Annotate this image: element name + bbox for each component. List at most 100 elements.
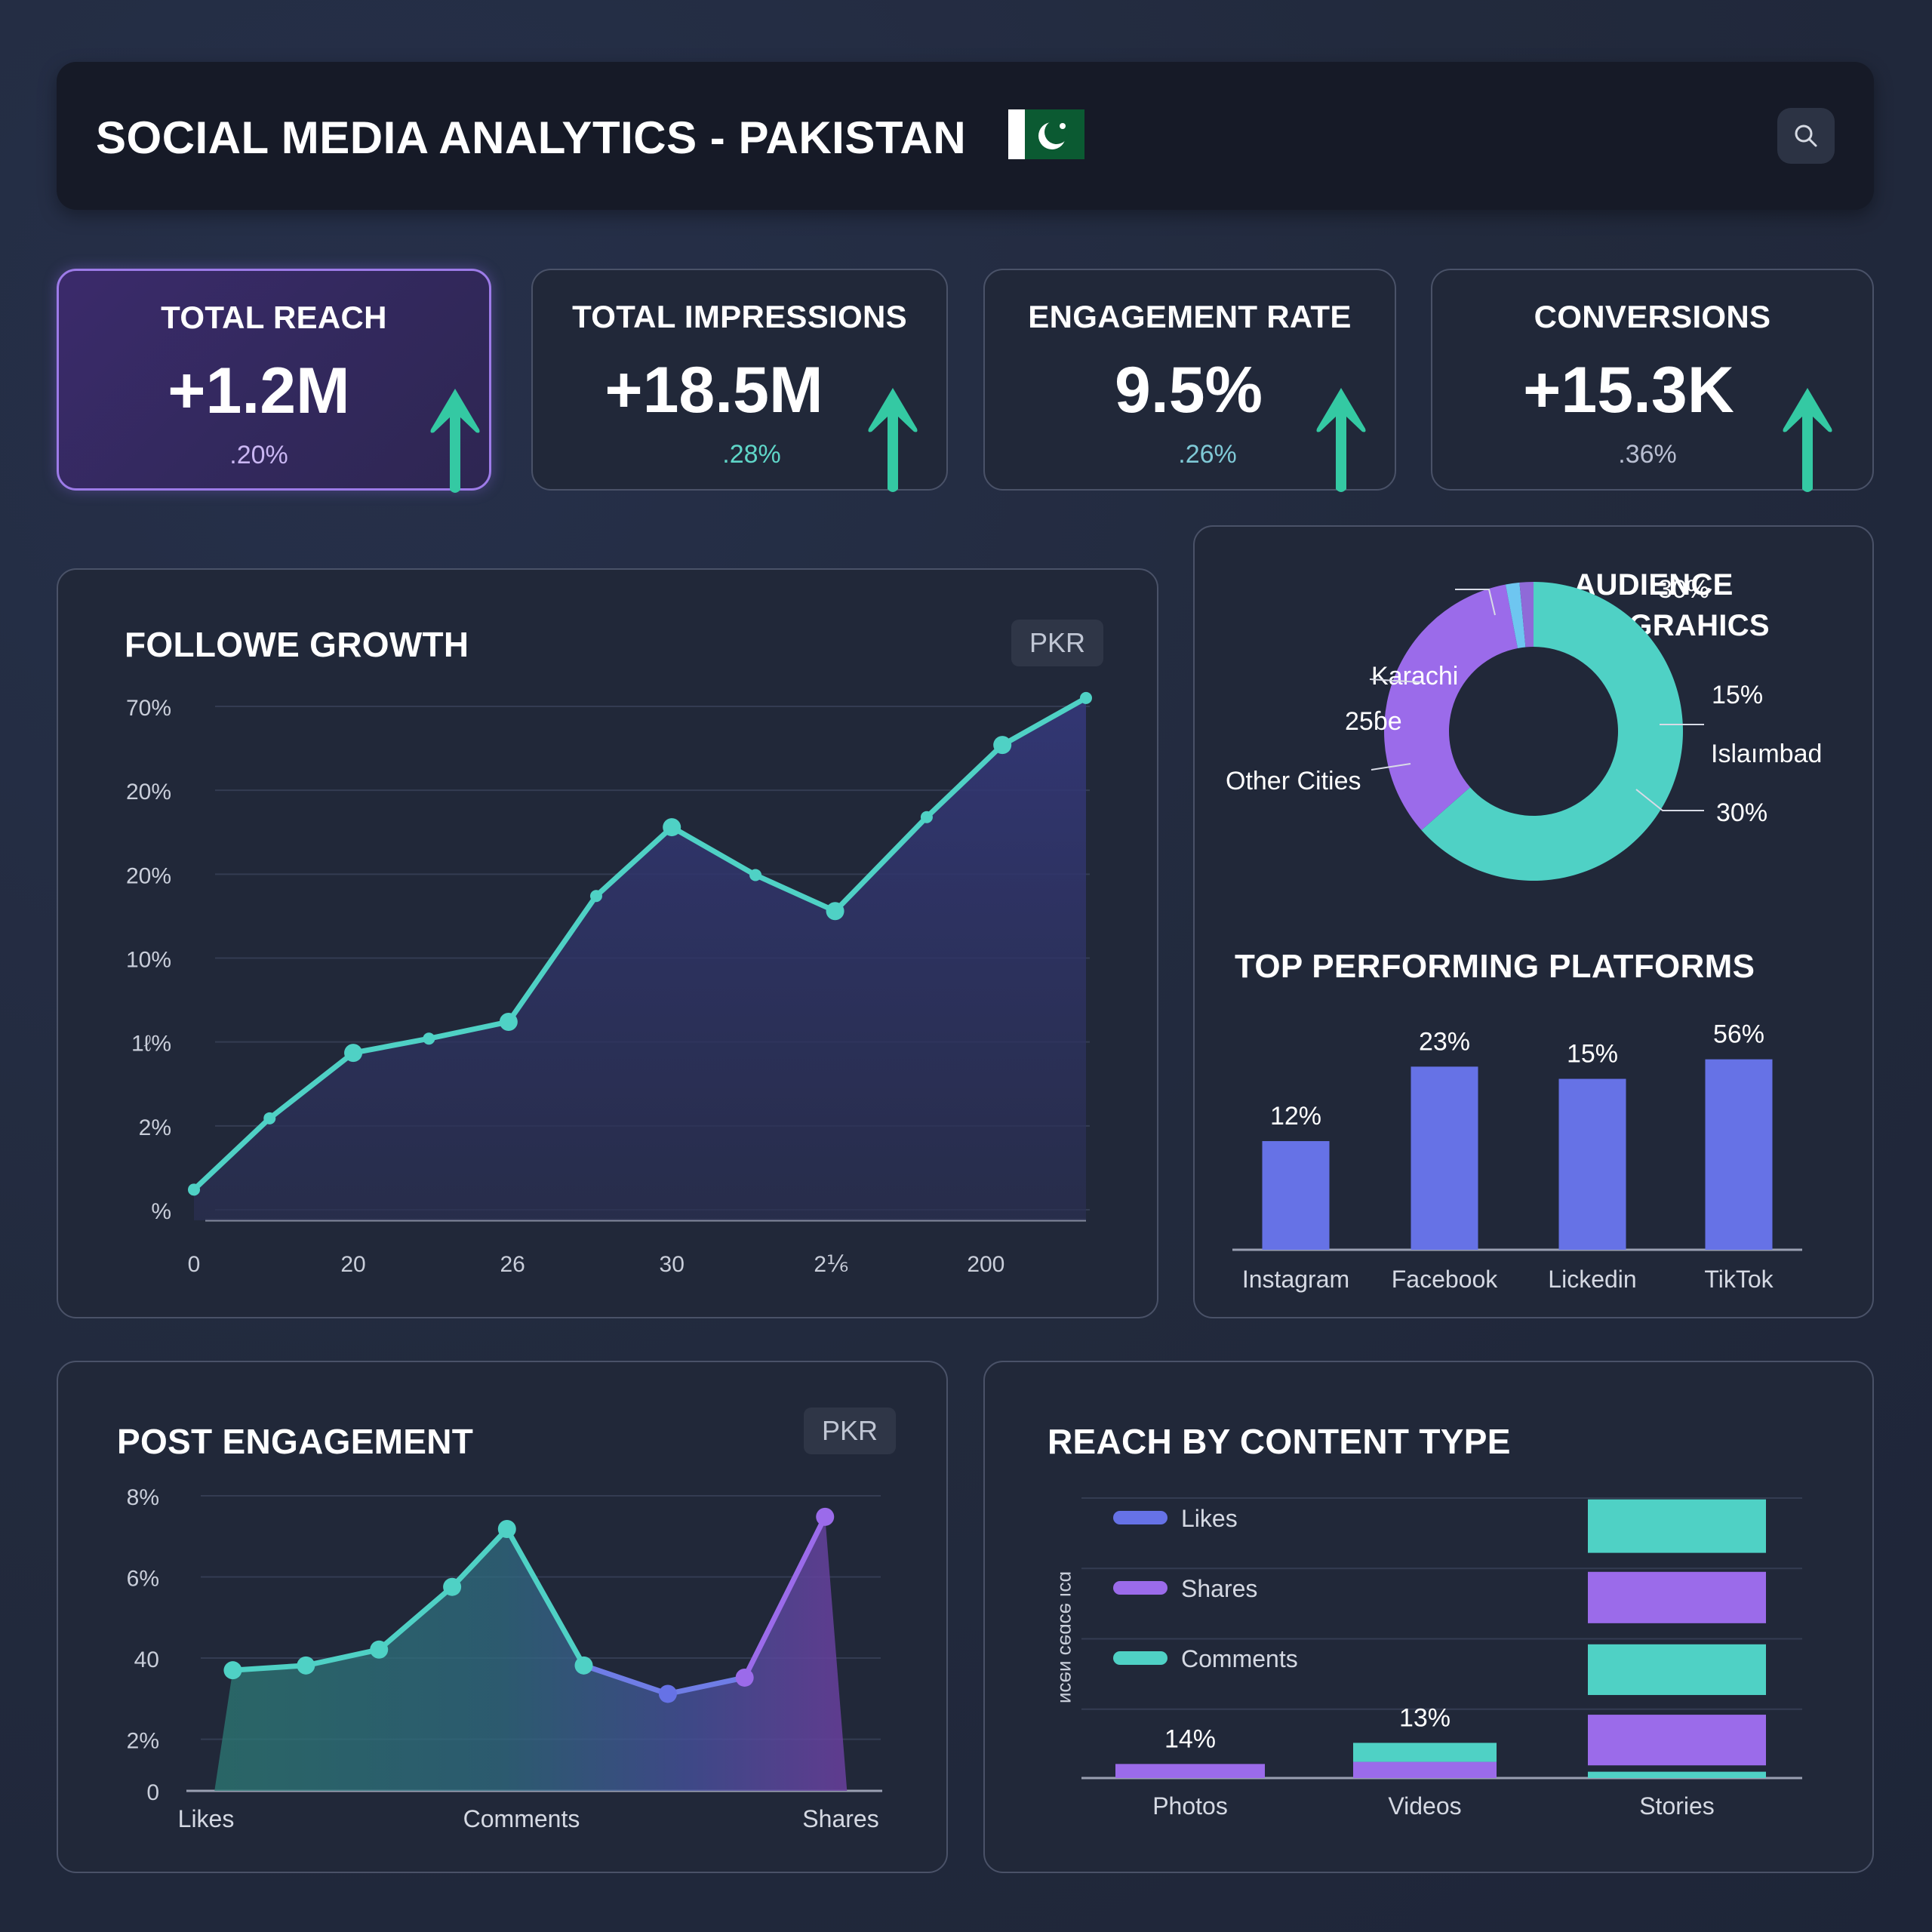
- stacked-bar-segment: [1353, 1743, 1497, 1762]
- data-point: [589, 890, 602, 903]
- page-title: SOCIAL MEDIA ANALYTICS - PAKISTAN: [96, 112, 967, 163]
- reach-content-panel: REACH BY CONTENT TYPE ɒɔı ɘɔɒɘɔ ᴎɘɔᴎ 14% P…: [983, 1361, 1874, 1873]
- series-segment: [504, 1526, 587, 1669]
- kpi-value: +18.5M: [605, 354, 823, 426]
- stacked-bar-segment: [1115, 1764, 1265, 1778]
- data-point: [344, 1044, 363, 1063]
- donut-label: Karachi: [1371, 662, 1458, 691]
- leader-line: [1371, 763, 1411, 771]
- data-point: [574, 1656, 593, 1675]
- y-tick-label: 10%: [126, 948, 171, 973]
- series-segment: [229, 1663, 309, 1673]
- stacked-bar-segment: [1588, 1771, 1766, 1778]
- series-segment: [742, 1514, 828, 1681]
- x-tick-label: Facebook: [1392, 1266, 1499, 1293]
- leader-line: [1455, 589, 1496, 616]
- donut-slice: [1384, 584, 1518, 830]
- post-engagement-chart: 0 2% 40 6% 8% Likes Comments Shares: [127, 1485, 882, 1832]
- pakistan-flag-icon: [1008, 109, 1084, 159]
- data-point: [497, 1519, 516, 1538]
- donut-label: Other Cities: [1226, 767, 1361, 795]
- data-point: [993, 736, 1012, 755]
- kpi-delta: .36%: [1618, 440, 1677, 469]
- kpi-card-engagement-rate[interactable]: ENGAGEMENT RATE 9.5% .26%: [983, 269, 1396, 492]
- platforms-bar-chart: 12% Instagram 23% Facebook 15% Lickedin 56% Tik…: [1232, 1020, 1802, 1293]
- y-tick-label: 8%: [127, 1485, 159, 1510]
- y-tick-label: 2%: [127, 1729, 159, 1754]
- data-point: [443, 1577, 462, 1596]
- y-axis-label: ɒɔı ɘɔɒɘɔ ᴎɘɔᴎ: [1056, 1571, 1078, 1703]
- legend-label: Comments: [1181, 1645, 1298, 1672]
- y-tick-label: 40: [134, 1647, 159, 1672]
- search-button[interactable]: [1777, 108, 1835, 164]
- kpi-delta: .28%: [722, 440, 781, 469]
- area-fill: [194, 697, 1086, 1220]
- area-fill: [214, 1516, 848, 1791]
- data-point: [370, 1640, 389, 1659]
- data-point: [816, 1507, 835, 1526]
- legend-label: Shares: [1181, 1575, 1257, 1602]
- audience-platforms-panel: AUDIENCE DEMOGRAHICS 30% Karachi 25ɓe Other…: [1193, 525, 1874, 1318]
- x-tick-label: 0: [188, 1252, 201, 1277]
- data-point: [749, 869, 762, 881]
- platforms-title: TOP PERFORMING PLATFORMS: [1235, 948, 1755, 985]
- bar-value-label: 23%: [1419, 1027, 1470, 1056]
- x-tick-label: Videos: [1388, 1792, 1461, 1820]
- bar-value-label: 12%: [1270, 1102, 1321, 1131]
- y-tick-label: 20%: [126, 863, 171, 888]
- data-point: [658, 1684, 677, 1703]
- data-point: [1080, 691, 1092, 704]
- panel-title: POST ENGAGEMENT: [117, 1422, 474, 1461]
- series-segment: [376, 1584, 455, 1653]
- x-tick-label: Stories: [1639, 1792, 1715, 1820]
- audience-title-line1: AUDIENCE: [1574, 568, 1734, 601]
- legend-swatch: [1113, 1511, 1168, 1524]
- series-segment: [581, 1663, 671, 1697]
- header-bar: SOCIAL MEDIA ANALYTICS - PAKISTAN: [57, 62, 1874, 210]
- kpi-card-total-impressions[interactable]: TOTAL IMPRESSIONS +18.5M .28%: [531, 269, 948, 492]
- search-icon: [1795, 125, 1817, 147]
- up-arrow-icon: [425, 384, 485, 497]
- donut-slice: [1421, 582, 1683, 881]
- kpi-card-total-reach[interactable]: TOTAL REACH +1.2M .20%: [57, 269, 491, 493]
- donut-label: Islaımbad: [1711, 740, 1822, 768]
- y-tick-label: 0: [146, 1780, 159, 1805]
- kpi-label: ENGAGEMENT RATE: [1028, 299, 1352, 334]
- y-tick-label: 70%: [126, 696, 171, 721]
- x-tick-label: TikTok: [1704, 1266, 1774, 1293]
- stacked-bar-segment: [1588, 1571, 1766, 1623]
- bar-value-label: 13%: [1399, 1703, 1451, 1732]
- up-arrow-icon: [1777, 383, 1838, 497]
- y-tick-label: %: [151, 1199, 171, 1224]
- donut-slice: [1519, 582, 1534, 648]
- data-point: [223, 1661, 242, 1680]
- kpi-label: CONVERSIONS: [1534, 299, 1771, 334]
- audience-donut-chart: 30% Karachi 25ɓe Other Cities 15% Islaımbad 30…: [1226, 575, 1822, 881]
- bar-value-label: 15%: [1567, 1040, 1618, 1069]
- x-tick-label: Shares: [802, 1805, 878, 1832]
- legend-swatch: [1113, 1581, 1168, 1595]
- data-point: [297, 1656, 315, 1675]
- follower-growth-chart: % 2% 1ℓ% 10% 20% 20% 70% 0 20 26 30 2⅙ 200: [126, 691, 1092, 1277]
- x-tick-label: Photos: [1152, 1792, 1228, 1820]
- x-tick-label: 2⅙: [814, 1252, 848, 1277]
- up-arrow-shape: [868, 388, 918, 492]
- up-arrow-shape: [1783, 388, 1832, 492]
- currency-badge[interactable]: PKR: [1011, 620, 1104, 666]
- kpi-label: TOTAL REACH: [161, 300, 387, 335]
- series-segment: [303, 1647, 382, 1669]
- up-arrow-icon: [1311, 383, 1371, 497]
- currency-badge[interactable]: PKR: [804, 1407, 897, 1454]
- post-engagement-panel: POST ENGAGEMENT PKR 0 2% 40 6% 8% Likes Commen…: [57, 1361, 948, 1873]
- data-point: [826, 902, 844, 921]
- follower-growth-panel: FOLLOWE GROWTH PKR % 2% 1ℓ% 10% 20% 20% 70% 0 20…: [57, 568, 1158, 1318]
- y-tick-label: 1ℓ%: [131, 1032, 171, 1057]
- bar: [1705, 1059, 1773, 1250]
- legend-label: Likes: [1181, 1505, 1238, 1532]
- kpi-card-conversions[interactable]: CONVERSIONS +15.3K .36%: [1431, 269, 1874, 492]
- x-tick-label: Likes: [178, 1805, 235, 1832]
- data-point: [663, 818, 681, 837]
- series-segment: [665, 1675, 748, 1697]
- legend-swatch: [1113, 1651, 1168, 1665]
- kpi-value: 9.5%: [1114, 354, 1263, 426]
